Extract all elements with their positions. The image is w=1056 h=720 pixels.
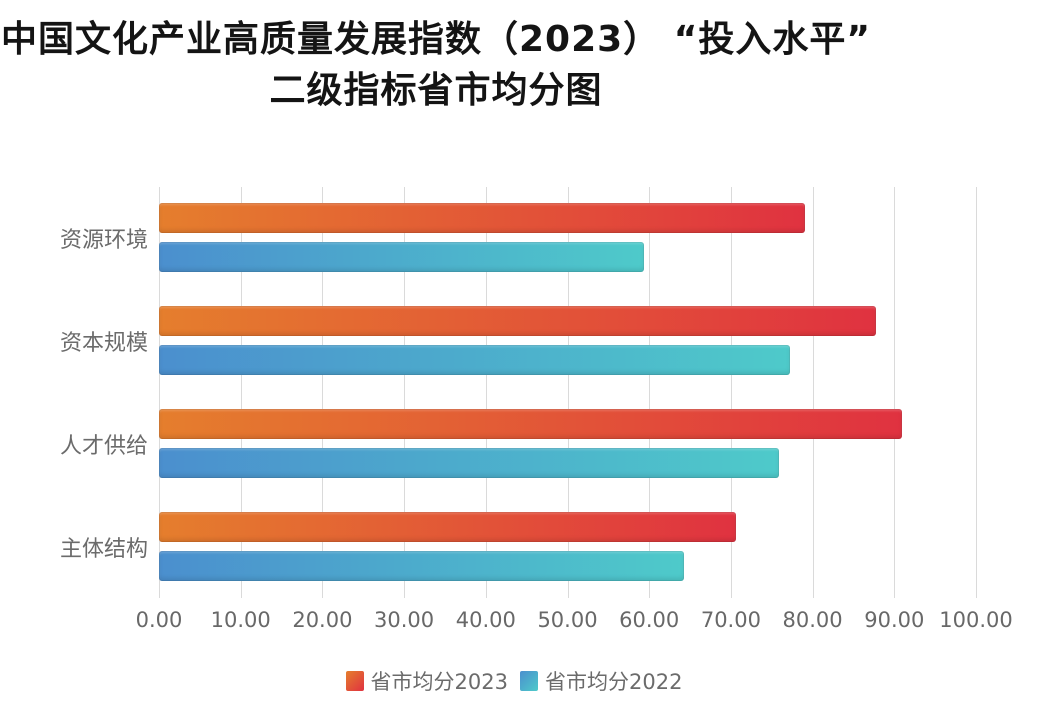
gridline [485, 187, 487, 598]
bar-group-4 [159, 496, 976, 599]
bar-series2-cat4 [159, 551, 685, 581]
x-axis-tick-label: 10.00 [210, 608, 271, 632]
bar-series1-cat2 [159, 306, 877, 336]
gridline [404, 187, 406, 598]
legend-item-1: 省市均分2023 [345, 666, 508, 696]
y-axis-label: 资本规模 [59, 330, 148, 356]
bar-series2-cat1 [159, 242, 645, 272]
legend-swatch-1 [345, 671, 364, 691]
bar-group-1 [159, 187, 976, 290]
x-axis-tick-label: 40.00 [455, 608, 516, 632]
x-axis-tick-label: 0.00 [135, 608, 183, 632]
y-axis-labels: 资源环境资本规模人才供给主体结构 [0, 187, 148, 598]
bar-series2-cat3 [159, 448, 780, 478]
gridline [730, 187, 732, 598]
chart-title: 中国文化产业高质量发展指数（2023） “投入水平” 二级指标省市均分图 [0, 14, 872, 116]
gridline [649, 187, 651, 598]
y-axis-label: 资源环境 [59, 227, 148, 253]
legend-label-2: 省市均分2022 [545, 670, 683, 694]
bar-series1-cat4 [159, 512, 736, 542]
legend-swatch-2 [520, 671, 538, 691]
x-axis-tick-label: 30.00 [374, 608, 435, 632]
x-axis-tick-label: 90.00 [864, 608, 925, 632]
legend-label-1: 省市均分2023 [370, 670, 508, 694]
bar-series2-cat2 [159, 345, 790, 375]
x-axis-labels: 0.00 10.00 20.00 30.00 40.00 50.00 60.00 70.00 8… [136, 608, 1013, 638]
chart-title-line2: 二级指标省市均分图 [269, 70, 603, 111]
chart-title-line1: 中国文化产业高质量发展指数（2023） “投入水平” [0, 19, 872, 60]
bar-series1-cat3 [159, 409, 903, 439]
y-axis-label: 人才供给 [59, 433, 148, 459]
bar-group-3 [159, 393, 976, 496]
x-axis-tick-label: 80.00 [782, 608, 843, 632]
x-axis-tick-label: 100.00 [939, 608, 1013, 632]
gridline [159, 187, 160, 598]
x-axis-tick-label: 50.00 [537, 608, 598, 632]
gridline [894, 187, 896, 598]
bar-series1-cat1 [159, 203, 806, 233]
gridline [812, 187, 814, 598]
x-axis-tick-label: 20.00 [292, 608, 353, 632]
gridline [240, 187, 242, 598]
gridline [976, 187, 977, 598]
legend: 省市均分2023 省市均分2022 [0, 666, 1028, 696]
bar-group-2 [159, 290, 976, 393]
gridline [322, 187, 324, 598]
x-axis-tick-label: 60.00 [619, 608, 680, 632]
legend-item-2: 省市均分2022 [520, 666, 682, 696]
x-axis-tick-label: 70.00 [700, 608, 761, 632]
gridline [567, 187, 569, 598]
y-axis-label: 主体结构 [59, 536, 148, 562]
plot-area [159, 187, 977, 599]
